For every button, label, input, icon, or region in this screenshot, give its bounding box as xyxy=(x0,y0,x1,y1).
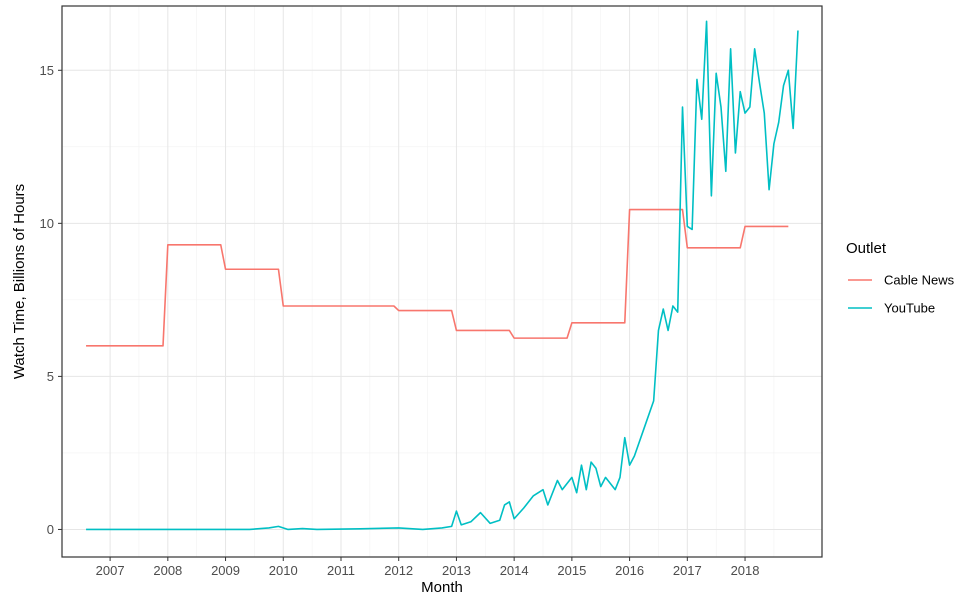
y-axis-title: Watch Time, Billions of Hours xyxy=(11,184,28,379)
y-tick-label: 10 xyxy=(40,216,54,231)
legend: Outlet Cable News YouTube xyxy=(846,240,955,316)
x-tick-label: 2008 xyxy=(153,563,182,578)
x-tick-label: 2014 xyxy=(500,563,529,578)
x-tick-label: 2016 xyxy=(615,563,644,578)
legend-label: YouTube xyxy=(884,301,935,316)
y-tick-label: 5 xyxy=(47,369,54,384)
x-tick-label: 2010 xyxy=(269,563,298,578)
x-tick-label: 2013 xyxy=(442,563,471,578)
series-line-youtube xyxy=(86,20,799,531)
x-tick-label: 2012 xyxy=(384,563,413,578)
legend-label: Cable News xyxy=(884,273,955,288)
minor-gridlines xyxy=(62,6,822,557)
y-tick-label: 0 xyxy=(47,522,54,537)
x-tick-label: 2011 xyxy=(327,563,355,578)
y-axis: 0 5 10 15 xyxy=(40,63,62,537)
x-tick-label: 2009 xyxy=(211,563,240,578)
x-tick-label: 2018 xyxy=(731,563,760,578)
x-axis-title: Month xyxy=(421,579,463,596)
x-axis: 2007 2008 2009 2010 2011 2012 2013 2014 2015 2016… xyxy=(96,557,760,578)
x-tick-label: 2007 xyxy=(96,563,125,578)
plot-panel-border xyxy=(61,5,823,558)
series-lines xyxy=(86,20,799,531)
x-tick-label: 2015 xyxy=(557,563,586,578)
y-tick-label: 15 xyxy=(40,63,54,78)
x-tick-label: 2017 xyxy=(673,563,702,578)
legend-title: Outlet xyxy=(846,240,887,257)
series-line-cable-news xyxy=(86,208,789,347)
